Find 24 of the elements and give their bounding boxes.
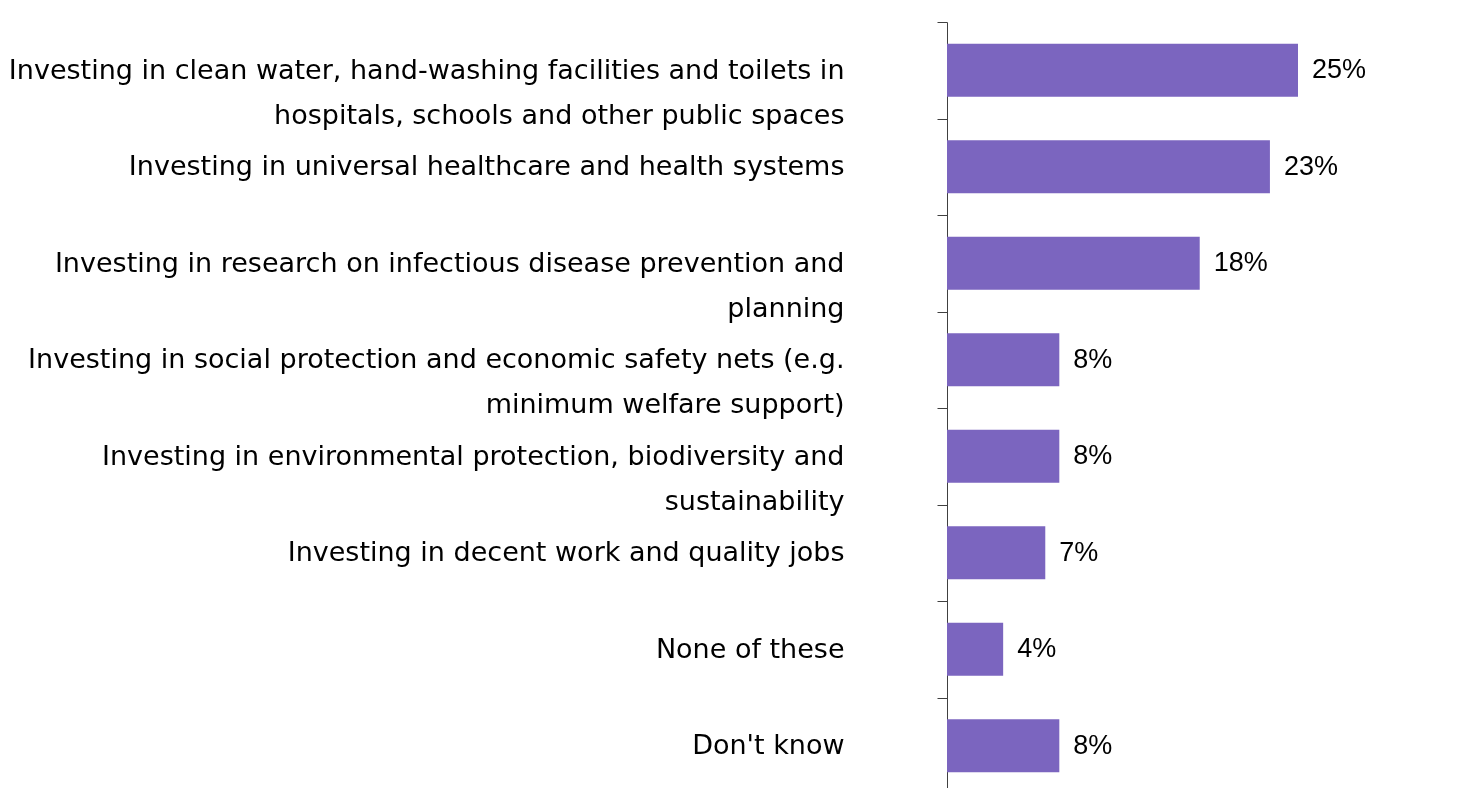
data-label: 18% [1213, 247, 1268, 278]
data-label: 8% [1073, 343, 1113, 374]
data-label: 8% [1073, 729, 1113, 760]
data-label: 8% [1073, 440, 1113, 471]
bar [947, 622, 1004, 676]
data-label: 4% [1017, 633, 1057, 664]
bar [947, 140, 1270, 194]
bar [947, 526, 1046, 580]
bar [947, 429, 1060, 483]
y-tick-label: None of these [655, 632, 845, 664]
y-tick-label: Investing in environmental protection, biodiversity and sustainability [101, 439, 845, 516]
data-label: 25% [1312, 54, 1367, 85]
y-tick-label: Don't know [692, 729, 845, 761]
bar [947, 333, 1060, 387]
bar [947, 236, 1200, 290]
data-label: 7% [1059, 536, 1099, 567]
y-tick-label: Investing in social protection and economic safety nets (e.g. minimum welfare support) [28, 343, 845, 420]
y-tick-label: Investing in decent work and quality jobs [287, 536, 845, 568]
y-tick-label: Investing in research on infectious disease prevention and planning [54, 246, 845, 323]
y-tick-label: Investing in universal healthcare and health systems [128, 150, 845, 182]
bar [947, 719, 1060, 773]
data-label: 23% [1283, 150, 1338, 181]
bar [947, 43, 1298, 97]
y-tick-label: Investing in clean water, hand-washing facilities and toilets in hospitals, schools and other public spaces [8, 53, 845, 130]
